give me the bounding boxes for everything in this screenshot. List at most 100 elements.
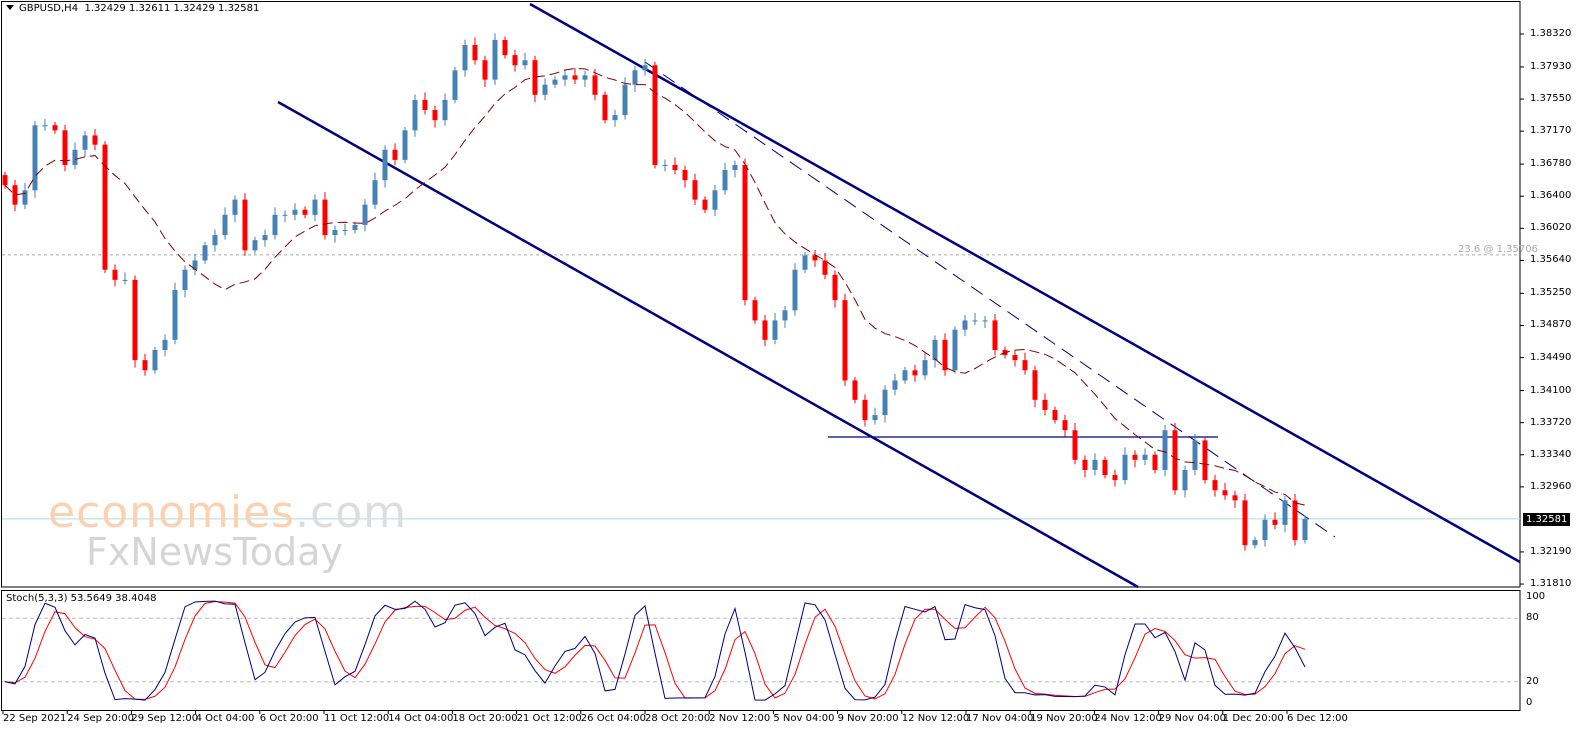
- candle-bullish: [1252, 540, 1258, 546]
- moving-average-line: [4, 67, 1306, 506]
- x-tick-label: 14 Oct 04:00: [388, 713, 454, 724]
- candle-bullish: [32, 125, 38, 191]
- candle-bullish: [372, 180, 378, 205]
- candle-bearish: [602, 94, 608, 121]
- x-tick-label: 29 Nov 04:00: [1158, 713, 1227, 724]
- chart-header: GBPUSD,H4 1.32429 1.32611 1.32429 1.3258…: [6, 3, 259, 14]
- candle-bullish: [172, 290, 178, 340]
- candle-bearish: [512, 55, 518, 66]
- y-tick-label: 1.33720: [1530, 416, 1572, 428]
- candle-bearish: [1022, 360, 1028, 371]
- y-tick-label: 1.34870: [1530, 319, 1572, 331]
- candle-bullish: [492, 39, 498, 80]
- candle-bearish: [1202, 440, 1208, 481]
- candle-bullish: [152, 349, 158, 371]
- candle-bearish: [862, 399, 868, 421]
- dropdown-triangle-icon[interactable]: [6, 5, 14, 10]
- y-tick-label: 1.37550: [1530, 93, 1572, 105]
- x-tick-label: 21 Oct 12:00: [516, 713, 582, 724]
- candle-bearish: [852, 380, 858, 400]
- candle-bullish: [252, 240, 258, 251]
- x-tick-label: 17 Nov 04:00: [966, 713, 1034, 724]
- candle-bearish: [652, 65, 658, 165]
- candle-bullish: [452, 70, 458, 100]
- candle-bearish: [822, 260, 828, 275]
- candle-bullish: [792, 269, 798, 311]
- candle-bearish: [1052, 409, 1058, 421]
- candle-bearish: [912, 370, 918, 376]
- candle-bearish: [112, 269, 118, 280]
- stoch-tick-label: 0: [1526, 697, 1533, 708]
- candle-bullish: [582, 75, 588, 80]
- candle-bullish: [362, 204, 368, 225]
- symbol-label: GBPUSD,H4: [19, 3, 79, 14]
- candle-bullish: [202, 245, 208, 261]
- candle-bearish: [812, 255, 818, 261]
- candle-bullish: [312, 199, 318, 215]
- stoch-tick-label: 100: [1526, 591, 1546, 602]
- candle-bearish: [1012, 355, 1018, 361]
- candle-bullish: [162, 339, 168, 350]
- candle-bullish: [562, 75, 568, 80]
- candle-bearish: [1232, 495, 1238, 501]
- candle-bearish: [992, 320, 998, 350]
- candle-bullish: [1092, 459, 1098, 470]
- candle-bullish: [892, 380, 898, 390]
- channel-upper-line: [529, 2, 1521, 564]
- candle-bullish: [772, 320, 778, 340]
- candle-bullish: [292, 209, 298, 215]
- candle-bullish: [622, 84, 628, 116]
- y-tick-label: 1.35640: [1530, 254, 1572, 266]
- stoch-tick-label: 20: [1526, 675, 1539, 687]
- candle-bullish: [342, 230, 348, 232]
- candle-bearish: [1172, 430, 1178, 491]
- candle-bullish: [732, 164, 738, 171]
- candle-bearish: [1042, 399, 1048, 410]
- candle-bearish: [302, 209, 308, 215]
- stochastic-pane-border: [1, 590, 1521, 711]
- stoch-main-line: [4, 600, 1306, 701]
- candle-bullish: [1182, 469, 1188, 491]
- candle-bullish: [332, 230, 338, 236]
- x-tick-label: 11 Oct 12:00: [324, 713, 390, 724]
- watermark-text-com: .com: [295, 487, 408, 538]
- x-tick-label: 18 Oct 20:00: [452, 713, 518, 724]
- candle-bullish: [352, 224, 358, 231]
- candle-bullish: [72, 149, 78, 165]
- candle-bearish: [842, 300, 848, 381]
- candle-bearish: [1292, 500, 1298, 541]
- candle-bullish: [662, 164, 668, 166]
- candle-bullish: [642, 65, 648, 71]
- candle-bullish: [922, 360, 928, 376]
- x-tick-label: 19 Nov 20:00: [1030, 713, 1098, 724]
- y-tick-label: 1.32960: [1530, 480, 1572, 492]
- watermark-logo-fxnewstoday: FxNewsToday: [86, 530, 343, 574]
- x-tick-label: 24 Sep 20:00: [67, 713, 134, 724]
- candle-bearish: [942, 339, 948, 371]
- candle-bullish: [802, 255, 808, 270]
- candle-bullish: [782, 310, 788, 321]
- candle-bullish: [1142, 454, 1148, 460]
- candle-bearish: [502, 39, 508, 56]
- candle-bearish: [762, 320, 768, 340]
- candle-bullish: [262, 235, 268, 241]
- y-tick-label: 1.36780: [1530, 158, 1572, 170]
- candle-bearish: [392, 149, 398, 160]
- candle-bullish: [712, 190, 718, 210]
- candle-bullish: [1192, 440, 1198, 470]
- y-tick-label: 1.35250: [1530, 287, 1572, 299]
- y-tick-label: 1.38320: [1530, 28, 1572, 39]
- candle-bearish: [12, 185, 18, 205]
- candle-bullish: [382, 149, 388, 181]
- candle-bullish: [982, 320, 988, 322]
- x-tick-label: 1 Dec 20:00: [1222, 713, 1284, 724]
- candle-bearish: [1222, 490, 1228, 496]
- x-tick-label: 6 Dec 12:00: [1287, 713, 1348, 724]
- y-tick-label: 1.34490: [1530, 351, 1572, 363]
- candle-bearish: [482, 60, 488, 80]
- y-tick-label: 1.36020: [1530, 222, 1572, 234]
- candle-bearish: [52, 125, 58, 131]
- candle-bearish: [682, 170, 688, 181]
- candle-bullish: [872, 415, 878, 421]
